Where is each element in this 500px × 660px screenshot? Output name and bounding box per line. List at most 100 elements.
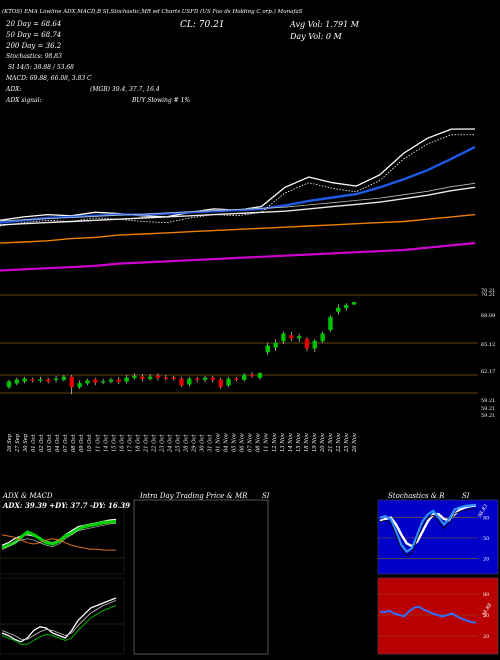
candle-body [273, 342, 278, 348]
candlesticks [6, 301, 357, 395]
macd-lines [0, 597, 124, 645]
date-axis-label: 10 Oct [87, 434, 93, 452]
date-axis-label: 30 Oct [200, 434, 206, 452]
ema20-readout: 20 Day = 68.64 [6, 20, 62, 28]
date-axis-label: 15 Oct [111, 434, 117, 452]
adx-values: (MGB) 39.4, 37.7, 16.4 [90, 86, 160, 93]
adx-label: ADX: [6, 86, 22, 93]
adx-panel-title: ADX & MACD [3, 492, 53, 500]
stochastics-readout: Stochastics: 98.83 [6, 53, 62, 60]
candle-body [343, 304, 349, 309]
date-axis-label: 04 Oct [55, 434, 61, 452]
adx-panel-readout: ADX: 39.39 +DY: 37.7 -DY: 16.39 [3, 501, 130, 510]
macd-readout: MACD: 69.88, 66.08, 3.83 C [6, 75, 92, 82]
si-line [379, 605, 477, 624]
date-axis-label: 07 Nov [248, 433, 254, 452]
candle-body [22, 378, 27, 382]
candle-body [179, 378, 184, 386]
date-axis-label: 01 Nov [216, 433, 222, 452]
date-axis-label: 06 Nov [240, 433, 246, 452]
candle-body [226, 378, 231, 386]
date-axis-label: 14 Nov [288, 433, 294, 452]
candle-body [194, 378, 200, 380]
si-lines: 80 50 20 [378, 592, 489, 640]
candle-body [257, 373, 263, 379]
stoch-d-line [379, 504, 477, 548]
si-readout: SI 14/5: 38.88 / 53.68 [8, 64, 74, 71]
candle-body [132, 375, 137, 378]
candle-body [108, 379, 114, 382]
date-axis-label: 25 Nov [344, 433, 350, 453]
candle-body [140, 376, 145, 379]
ema100-line [0, 213, 476, 244]
candle-body [351, 302, 357, 305]
price-gridlines [0, 294, 478, 394]
date-axis-label: 13 Nov [280, 433, 286, 452]
date-axis-label: 17 Oct [127, 434, 133, 452]
candle-body [265, 345, 270, 353]
candle-body [61, 376, 67, 380]
candle-body [155, 375, 161, 378]
candle-body [69, 376, 74, 388]
ema200-line [0, 242, 476, 272]
candle-body [116, 379, 121, 382]
candle-body [320, 333, 325, 342]
ema-lines [0, 128, 476, 272]
date-axis-label: 26 Sep [7, 433, 13, 453]
candle-body [336, 307, 341, 312]
stoch-panel-title: Stochastics & R [388, 492, 445, 500]
ema20-line [0, 145, 476, 224]
stochastics-lines: 80 50 20 [378, 503, 489, 562]
ema200-readout: 200 Day = 36.2 [6, 42, 62, 50]
candle-body [30, 379, 35, 381]
date-axis-label: 14 Oct [103, 434, 109, 452]
date-axis-label: 03 Oct [47, 434, 53, 452]
candle-body [85, 380, 90, 384]
adx-secondary-line [1, 523, 117, 550]
date-axis-label: 08 Oct [71, 434, 77, 452]
date-axis-label: 16 Oct [119, 434, 125, 452]
date-axis-label: 21 Nov [328, 433, 334, 453]
intra-panel-title: Intra Day Trading Price & MR [140, 492, 248, 500]
si-level-label: 20 [483, 634, 489, 640]
candle-body [289, 335, 294, 339]
date-axis-label: 11 Oct [95, 434, 101, 452]
date-axis-label: 15 Nov [296, 433, 302, 452]
date-axis-label: 21 Oct [143, 434, 149, 453]
date-axis-label: 29 Oct [192, 434, 198, 453]
date-axis-label: 05 Nov [232, 433, 238, 452]
candle-body [312, 340, 317, 349]
date-axis-label: 12 Nov [272, 433, 278, 452]
macd-histogram-line [1, 605, 117, 645]
stoch-k-line [379, 503, 477, 554]
candle-body [77, 383, 82, 388]
date-axis-label: 04 Nov [224, 433, 230, 452]
date-axis-label: 31 Oct [208, 434, 214, 452]
stoch-panel-si: SI [462, 492, 470, 500]
stoch-level-label: 50 [483, 536, 489, 542]
adx-signal-label: ADX signal: [6, 97, 42, 104]
stoch-k-shadow [379, 508, 477, 557]
si-level-label: 80 [483, 592, 489, 598]
price-axis-label: 59.21 [481, 413, 495, 419]
candle-body [328, 316, 333, 331]
price-axis-label: 68.09 [481, 313, 495, 319]
candle-body [46, 379, 51, 382]
ema50-line [0, 186, 476, 226]
date-axis-label: 30 Sep [23, 433, 29, 452]
stoch-level-label: 20 [483, 556, 489, 562]
stoch-level-label: 80 [483, 516, 489, 522]
candle-body [38, 379, 43, 381]
date-axis-labels: 26 Sep 27 Sep 30 Sep 01 Oct 02 Oct 03 Oct 04 O… [7, 433, 358, 453]
date-axis-label: 27 Sep [15, 433, 21, 453]
date-axis-label: 07 Oct [63, 434, 69, 452]
price-axis-label: 62.17 [481, 369, 495, 375]
intraday-panel-frame [133, 499, 269, 655]
date-axis-label: 19 Nov [312, 433, 318, 452]
date-axis-label: 23 Oct [159, 434, 165, 453]
candle-body [93, 379, 98, 383]
candle-body [249, 374, 255, 377]
price-axis-label: 59.21 [481, 398, 495, 404]
